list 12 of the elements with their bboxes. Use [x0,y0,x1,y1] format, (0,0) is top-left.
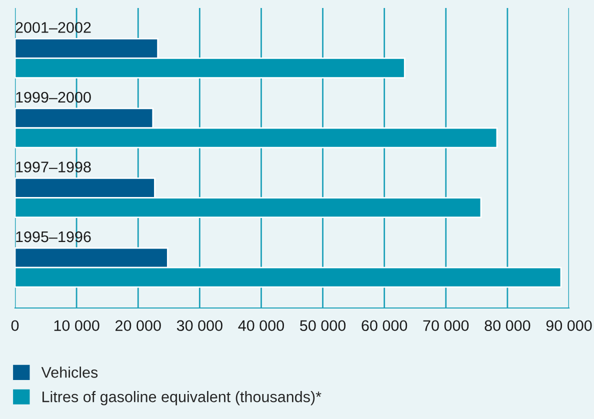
x-tick-label: 30 000 [176,320,222,332]
x-tick-label: 50 000 [300,320,346,332]
x-tick-label: 0 [11,320,19,332]
x-tick-label: 70 000 [423,320,469,332]
x-tick-label: 90 000 [546,320,592,332]
x-tick-label: 40 000 [238,320,284,332]
x-tick-label: 10 000 [54,320,100,332]
legend-label: Vehicles [41,366,98,378]
x-tick-label: 80 000 [484,320,530,332]
legend-label: Litres of gasoline equivalent (thousands)* [42,391,322,406]
x-tick-label: 60 000 [362,320,408,332]
x-tick-label: 20 000 [116,320,161,332]
